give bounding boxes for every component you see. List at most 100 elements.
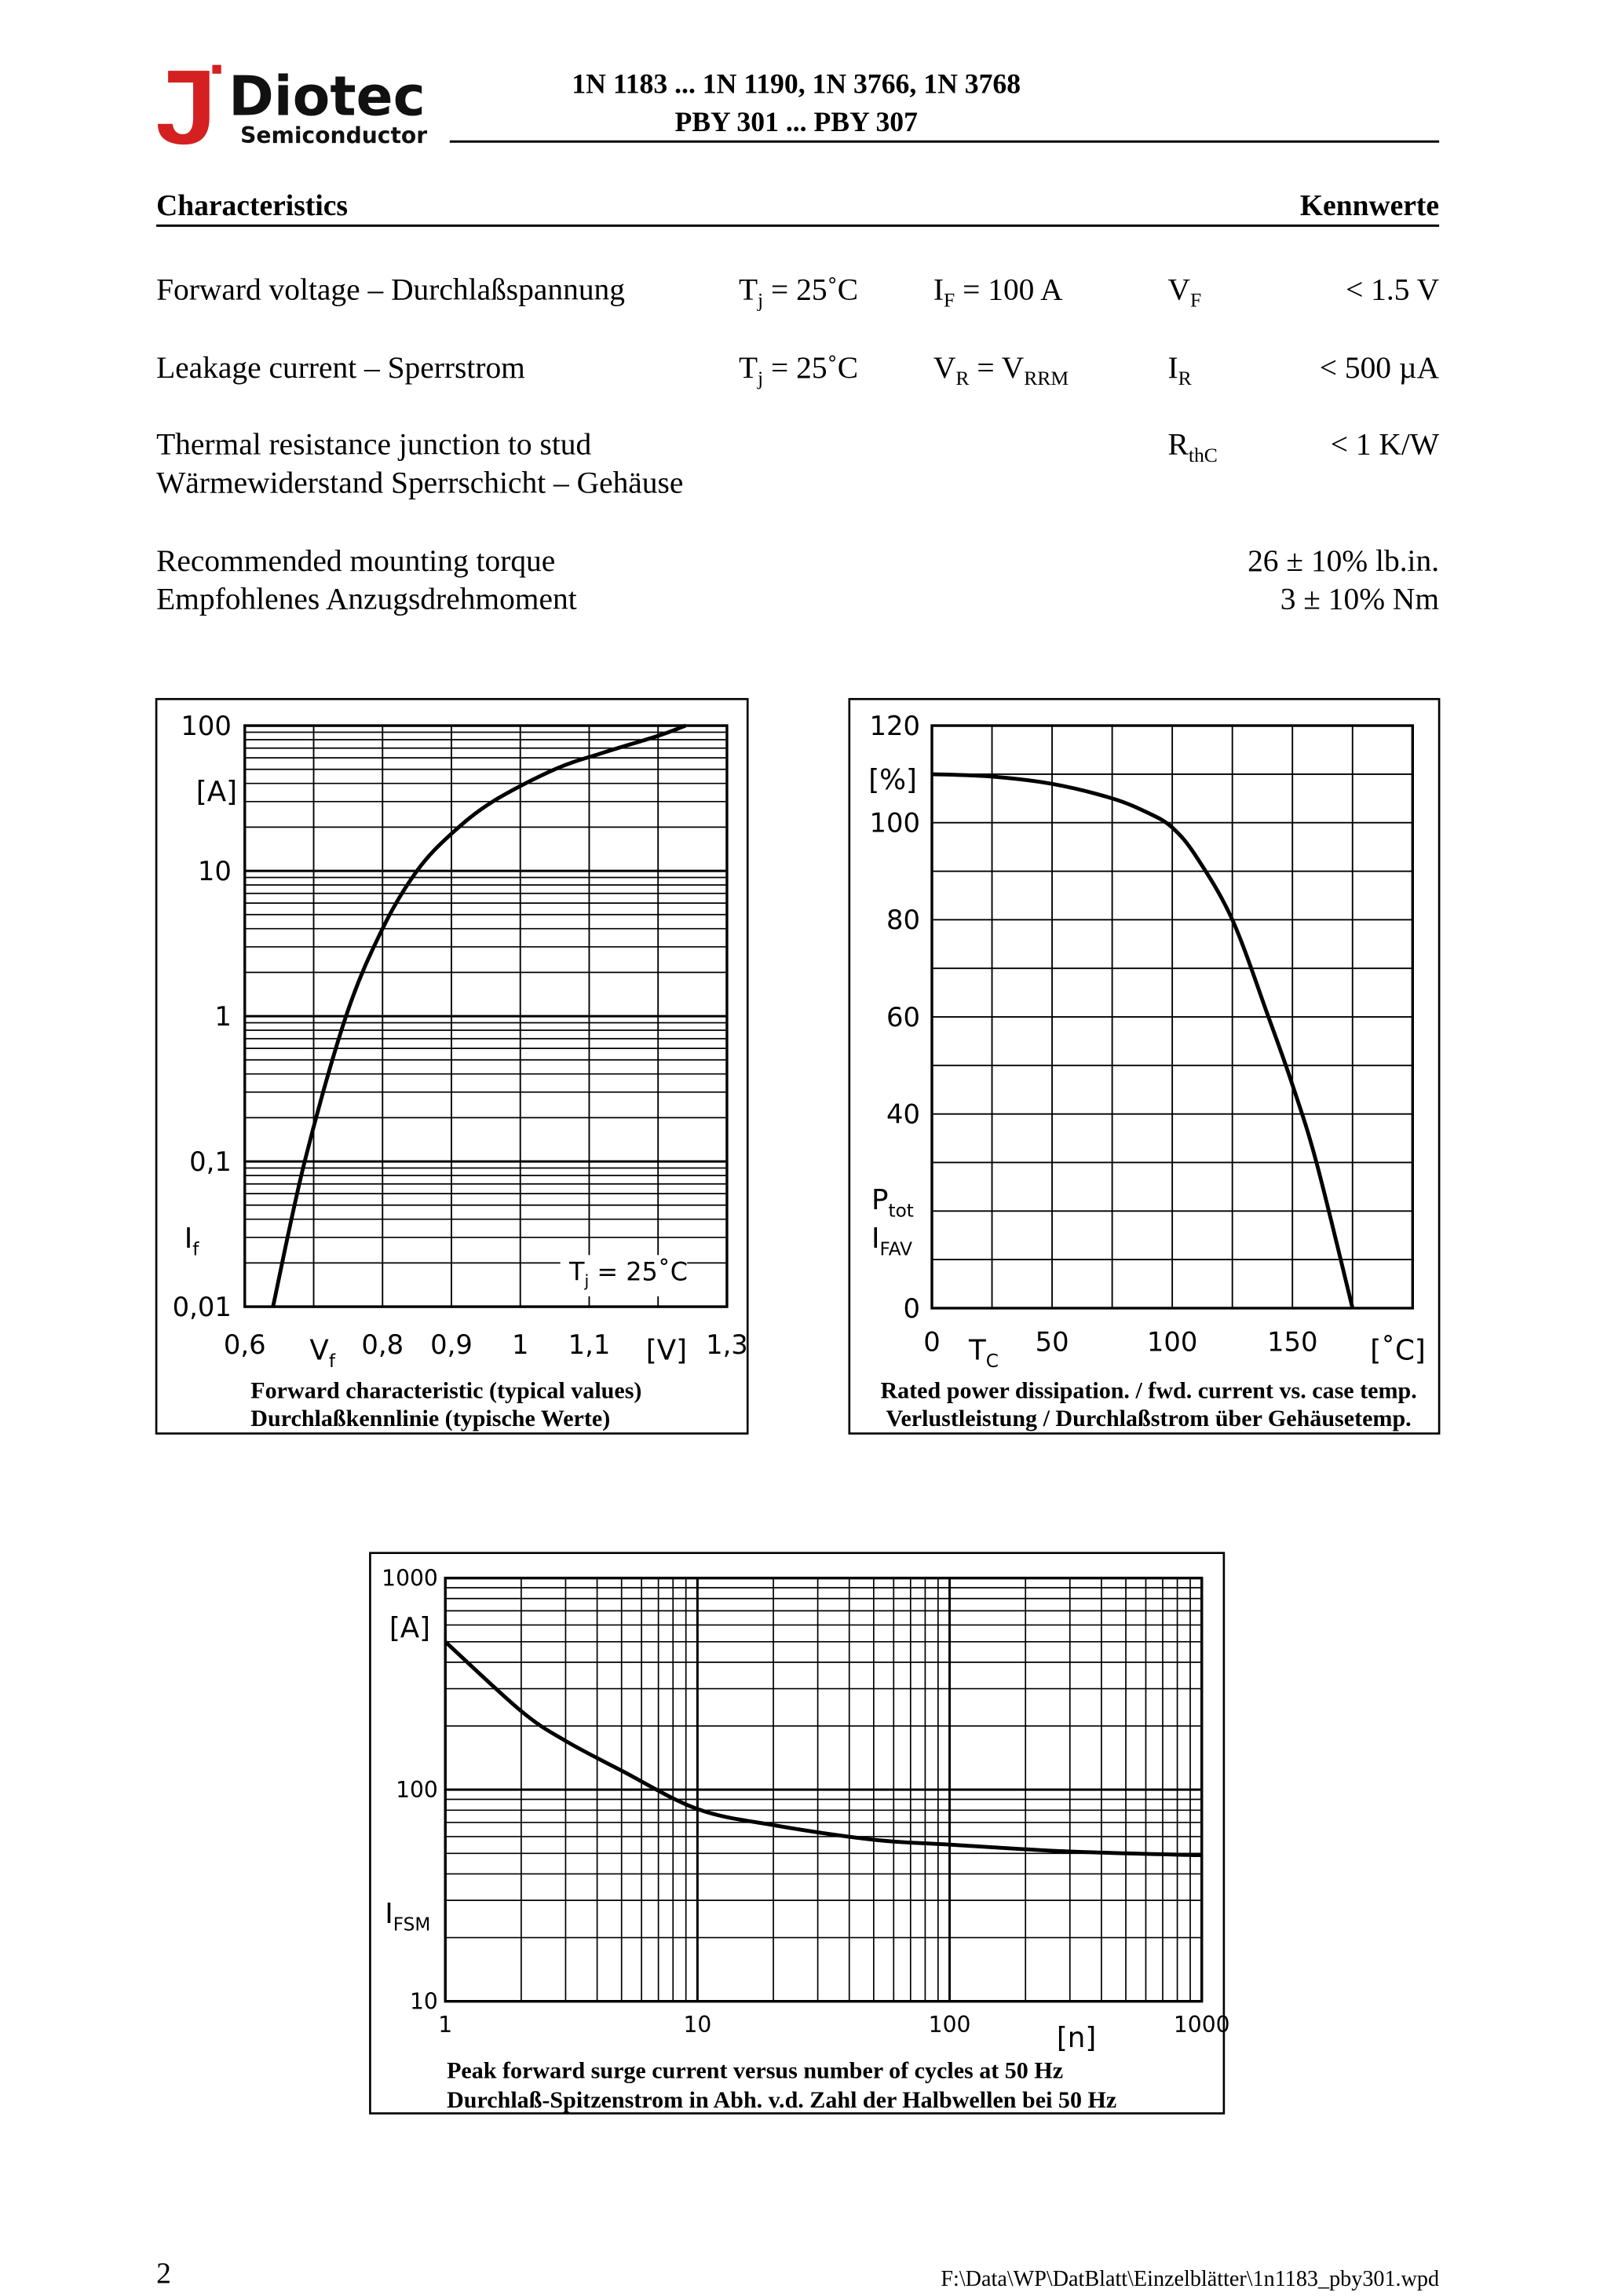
subscript: f: [192, 1238, 199, 1260]
y-tick-label: 10: [198, 856, 232, 887]
chart-caption: Rated power dissipation. / fwd. current …: [880, 1377, 1416, 1404]
header-title: 1N 1183 ... 1N 1190, 1N 3766, 1N 3768: [572, 68, 1021, 99]
subscript: FAV: [880, 1238, 913, 1260]
text-part: = 100 A: [955, 272, 1063, 306]
subscript: j: [583, 1271, 589, 1290]
row-label: Empfohlenes Anzugsdrehmoment: [156, 582, 577, 616]
row-label: Forward voltage – Durchlaßspannung: [156, 272, 625, 306]
row-symbol: VF: [1168, 272, 1202, 311]
row-condition: Tj = 25˚C: [739, 272, 858, 311]
y-axis-label: IFAV: [871, 1223, 912, 1260]
x-tick-label: 50: [1036, 1326, 1069, 1357]
text-part: V: [933, 350, 956, 385]
x-unit: [˚C]: [1370, 1335, 1426, 1367]
x-tick-label: 0,8: [361, 1329, 404, 1360]
text-part: I: [871, 1223, 880, 1255]
subscript: j: [757, 289, 763, 312]
y-tick-label: 1: [214, 1001, 232, 1032]
x-tick-label: 1: [438, 2012, 452, 2038]
plot-border: [930, 724, 1414, 1310]
x-tick-label: 1: [512, 1329, 529, 1360]
text-part: T: [739, 350, 758, 385]
chart-caption: Verlustleistung / Durchlaßstrom über Geh…: [886, 1405, 1412, 1431]
y-tick-label: 100: [181, 711, 232, 741]
text-part: I: [184, 1223, 193, 1255]
row-value: 26 ± 10% lb.in.: [1248, 543, 1439, 578]
section-title-de: Kennwerte: [1300, 190, 1439, 222]
y-tick-label: 100: [396, 1777, 438, 1803]
section-title: Characteristics: [156, 190, 348, 222]
row-symbol: IR: [1168, 350, 1193, 389]
x-unit: [V]: [646, 1335, 687, 1367]
x-tick-label: 10: [683, 2012, 711, 2038]
row-value: < 1 K/W: [1331, 426, 1440, 461]
logo-subtext: Semiconductor: [240, 122, 427, 148]
x-tick-label: 1,1: [568, 1329, 611, 1360]
row-value: < 1.5 V: [1346, 272, 1440, 306]
y-tick-label: 0,01: [173, 1292, 232, 1322]
text-part: = 25˚C: [589, 1256, 688, 1286]
chart-frame: [369, 1552, 1226, 2115]
row-label: Leakage current – Sperrstrom: [156, 350, 525, 385]
text-part: = 25˚C: [763, 350, 858, 385]
y-axis-label: Ptot: [871, 1184, 914, 1221]
chart-caption: Forward characteristic (typical values): [250, 1377, 641, 1404]
row-label: Thermal resistance junction to stud: [156, 426, 591, 461]
text-part: V: [1168, 272, 1191, 306]
y-tick-label: 0: [903, 1293, 920, 1324]
subscript: R: [955, 367, 970, 389]
row-label: Wärmewiderstand Sperrschicht – Gehäuse: [156, 465, 683, 499]
annotation-box: [560, 1255, 688, 1296]
chart-caption: Durchlaß-Spitzenstrom in Abh. v.d. Zahl …: [447, 2086, 1116, 2113]
chart-caption: Peak forward surge current versus number…: [447, 2057, 1063, 2083]
text-part: = 25˚C: [763, 272, 858, 306]
plot-border: [243, 724, 729, 1308]
x-tick-label: 0,9: [430, 1329, 473, 1360]
annotation: Tj = 25˚C: [568, 1256, 688, 1290]
plot-border: [444, 1576, 1204, 2003]
y-tick-label: 80: [886, 905, 920, 935]
logo-text: Diotec: [228, 64, 426, 128]
text-part: T: [568, 1256, 585, 1286]
text-part: V: [309, 1335, 329, 1367]
subscript: FSM: [393, 1914, 431, 1936]
subscript: tot: [889, 1200, 914, 1221]
curve: [444, 1640, 1202, 1858]
x-tick-label: 0: [923, 1326, 941, 1357]
x-axis-label: Vf: [309, 1335, 335, 1372]
header-title: PBY 301 ... PBY 307: [674, 106, 917, 137]
row-condition: Tj = 25˚C: [739, 350, 858, 389]
subscript: C: [986, 1351, 999, 1372]
subscript: F: [1190, 289, 1201, 312]
text-part: T: [968, 1335, 986, 1367]
y-tick-label: 40: [886, 1099, 920, 1129]
text-part: I: [385, 1898, 393, 1930]
logo-mark: [157, 64, 221, 145]
x-tick-label: 0,6: [224, 1329, 266, 1360]
subscript: F: [944, 289, 955, 312]
subscript: R: [1178, 367, 1193, 389]
y-unit: [A]: [196, 776, 237, 808]
row-value: 3 ± 10% Nm: [1280, 582, 1440, 616]
x-axis-label: TC: [968, 1335, 999, 1372]
x-tick-label: 1,3: [706, 1329, 748, 1360]
text-part: R: [1168, 426, 1189, 461]
row-value: < 500 µA: [1320, 350, 1440, 385]
y-tick-label: 100: [869, 808, 920, 839]
x-unit: [n]: [1057, 2022, 1096, 2054]
y-unit: [A]: [389, 1612, 430, 1644]
file-path: F:\Data\WP\DatBlatt\Einzelblätter\1n1183…: [941, 2267, 1439, 2291]
chart-frame: [848, 697, 1441, 1435]
y-unit: [%]: [868, 764, 917, 796]
x-tick-label: 150: [1267, 1326, 1318, 1357]
subscript: j: [757, 367, 763, 389]
text-part: I: [1168, 350, 1178, 385]
text-part: P: [871, 1184, 889, 1216]
x-tick-label: 100: [929, 2012, 971, 2038]
curve: [271, 723, 687, 1307]
row-condition: VR = VRRM: [933, 350, 1069, 389]
y-tick-label: 1000: [382, 1566, 438, 1592]
y-tick-label: 120: [869, 711, 920, 741]
